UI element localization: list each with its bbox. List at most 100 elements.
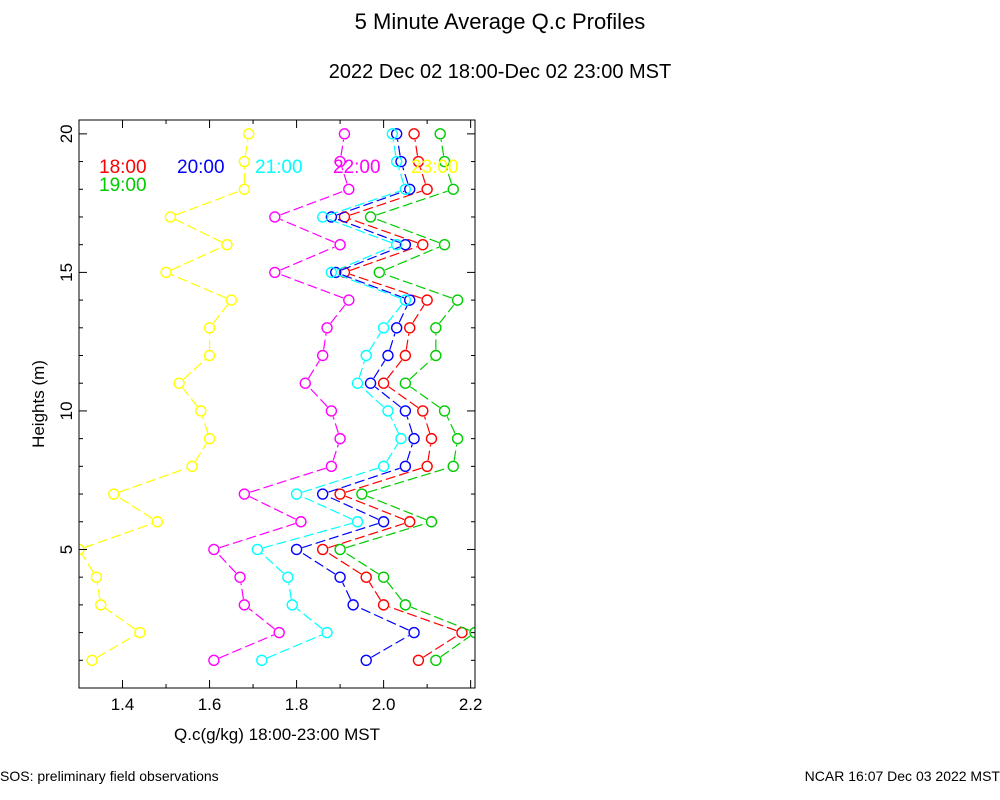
data-point [269, 211, 281, 223]
data-point [382, 349, 394, 362]
series-segment [249, 496, 296, 520]
series-segment [361, 386, 384, 408]
data-point [395, 432, 407, 445]
data-point [404, 516, 416, 528]
data-point [404, 294, 416, 306]
series-segment [388, 386, 419, 408]
data-point [316, 488, 329, 500]
data-point [421, 460, 433, 473]
data-point [269, 266, 281, 279]
series-segment [397, 167, 405, 184]
series-segment [419, 167, 426, 184]
series-segment [406, 444, 413, 461]
series-segment [342, 582, 352, 600]
legend-entry: 19:00 [99, 175, 147, 196]
series-segment [446, 416, 456, 434]
series-segment [182, 387, 198, 407]
data-point [430, 654, 442, 666]
data-point [382, 405, 394, 417]
series-segment [336, 218, 400, 244]
data-point [421, 183, 433, 195]
series-segment [423, 635, 458, 658]
series-20:00 [290, 128, 420, 666]
series-segment [358, 361, 365, 378]
series-segment [301, 495, 353, 520]
data-point [290, 543, 303, 556]
series-segment [349, 246, 418, 271]
series-segment [368, 332, 381, 351]
data-point [95, 599, 107, 611]
series-segment [96, 583, 101, 600]
series-segment [336, 246, 392, 271]
data-point [282, 571, 294, 583]
data-point [438, 405, 451, 417]
series-segment [445, 167, 453, 184]
data-point [208, 543, 220, 556]
x-tick-label: 1.8 [285, 695, 309, 714]
series-segment [118, 496, 153, 520]
data-point [360, 654, 372, 666]
data-point [430, 349, 442, 362]
data-point [421, 294, 433, 306]
data-point [238, 155, 251, 168]
data-point [164, 211, 177, 223]
data-point [377, 460, 390, 473]
data-point [325, 460, 338, 473]
data-point [343, 294, 355, 306]
data-point [399, 183, 412, 195]
series-segment [96, 635, 136, 658]
data-point [234, 571, 246, 583]
data-point [347, 599, 359, 611]
x-tick-label: 1.6 [198, 695, 222, 714]
series-segment [194, 443, 207, 462]
series-segment [249, 467, 326, 493]
data-point [195, 405, 207, 417]
series-segment [427, 444, 432, 461]
series-segment [389, 606, 457, 632]
data-point [356, 488, 368, 500]
data-point [408, 128, 420, 140]
series-segment [402, 167, 409, 184]
series-segment [344, 552, 379, 575]
data-point [395, 155, 407, 168]
data-point [434, 128, 446, 140]
data-point [469, 626, 475, 639]
series-segment [367, 467, 448, 493]
series-segment [373, 360, 386, 379]
legend-entry: 23:00 [411, 157, 459, 178]
data-point [321, 626, 333, 639]
footer-timestamp: NCAR 16:07 Dec 03 2022 MST [804, 768, 1000, 784]
data-point [399, 238, 412, 251]
data-point [399, 377, 412, 389]
series-segment [280, 218, 335, 243]
series-segment [217, 553, 237, 574]
data-point [203, 322, 216, 334]
series-segment [392, 139, 397, 156]
series-segment [323, 333, 327, 350]
data-point [325, 405, 338, 417]
data-point [351, 377, 364, 389]
series-segment [371, 635, 410, 658]
data-point [377, 377, 390, 389]
data-point [290, 488, 303, 500]
series-segment [202, 416, 209, 434]
series-segment [336, 190, 405, 216]
data-point [295, 516, 307, 528]
series-21:00 [251, 128, 412, 666]
data-point [377, 322, 390, 334]
series-segment [105, 607, 136, 630]
data-point [364, 211, 377, 223]
series-19:00 [334, 128, 475, 666]
legend-entry: 21:00 [255, 157, 303, 178]
series-segment [327, 495, 379, 520]
series-segment [341, 273, 405, 299]
data-point [390, 155, 403, 168]
data-point [399, 294, 412, 306]
series-segment [406, 416, 413, 434]
data-point [390, 322, 403, 334]
series-segment [375, 218, 440, 244]
data-point [243, 128, 255, 140]
series-segment [386, 443, 399, 462]
series-segment [409, 359, 432, 380]
